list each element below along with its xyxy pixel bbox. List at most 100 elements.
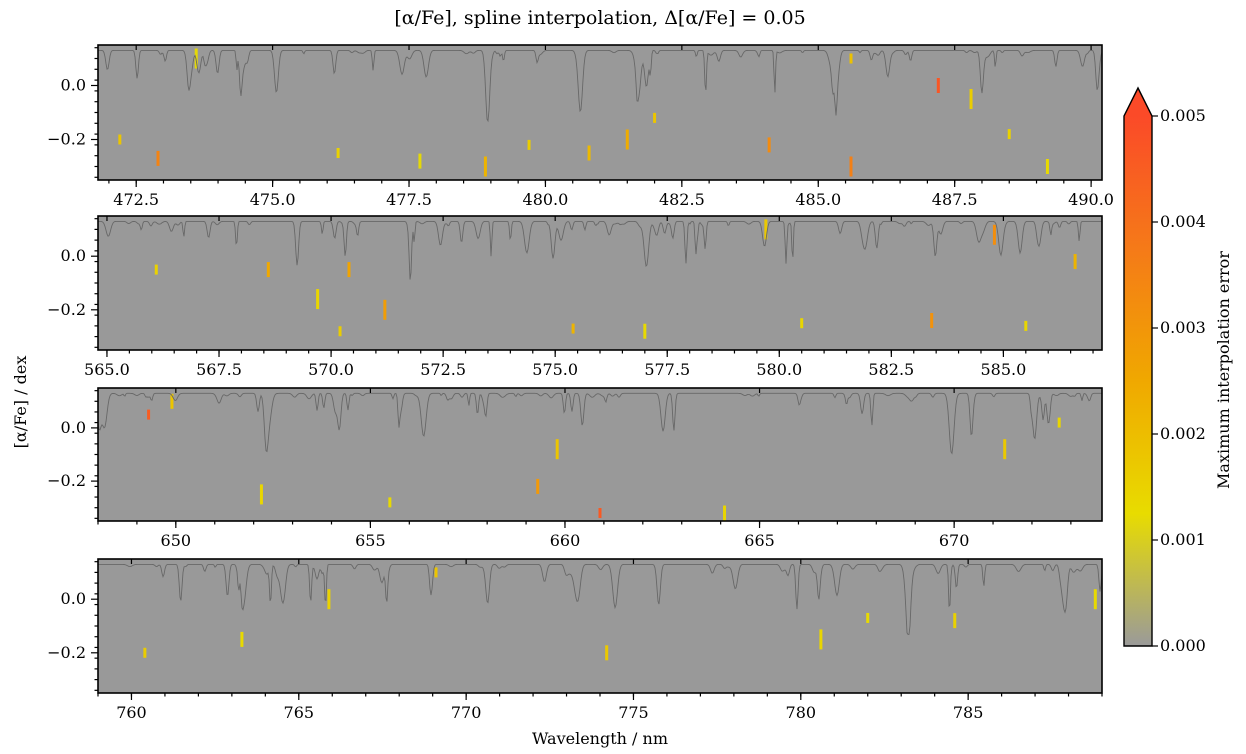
error-hotspot bbox=[347, 262, 351, 278]
error-hotspot bbox=[527, 139, 531, 150]
error-hotspot bbox=[969, 89, 973, 109]
x-tick-label: 480.0 bbox=[523, 190, 569, 209]
error-hotspot bbox=[170, 393, 174, 409]
colorbar-tick-label: 0.001 bbox=[1160, 530, 1206, 549]
y-axis-label: [α/Fe] / dex bbox=[11, 356, 30, 449]
error-hotspot bbox=[866, 612, 870, 623]
panel-4: 760 765 770 775 780 785 0.0 −0.2 bbox=[47, 558, 1103, 722]
error-hotspot bbox=[930, 313, 934, 329]
x-tick-label: 760 bbox=[116, 703, 147, 722]
panel-background bbox=[98, 216, 1102, 350]
x-axis-label: Wavelength / nm bbox=[532, 729, 668, 748]
error-hotspot bbox=[316, 289, 320, 310]
error-hotspot bbox=[653, 112, 657, 123]
error-hotspot bbox=[625, 129, 629, 150]
panel-background bbox=[98, 388, 1102, 521]
error-hotspot bbox=[849, 156, 853, 177]
panel-background bbox=[98, 559, 1102, 693]
colorbar-outline bbox=[1123, 86, 1153, 647]
error-hotspot bbox=[555, 439, 559, 460]
x-tick-label: 485.0 bbox=[795, 190, 841, 209]
error-hotspot bbox=[388, 497, 392, 508]
error-hotspot bbox=[1093, 589, 1097, 610]
error-hotspot bbox=[383, 299, 387, 320]
x-tick-label: 785 bbox=[953, 703, 984, 722]
x-tick-label: 475.0 bbox=[250, 190, 296, 209]
panel-1: 472.5 475.0 477.5 480.0 482.5 485.0 487.5 490.0… bbox=[47, 44, 1114, 209]
error-hotspot bbox=[605, 645, 609, 661]
colorbar-tick-label: 0.003 bbox=[1160, 318, 1206, 337]
spectrum-line bbox=[97, 392, 1102, 455]
error-hotspot bbox=[418, 153, 422, 169]
colorbar-tick-label: 0.000 bbox=[1160, 636, 1206, 655]
x-tick-label: 487.5 bbox=[932, 190, 978, 209]
x-tick-label: 775 bbox=[618, 703, 649, 722]
spectrum-line bbox=[98, 220, 1102, 280]
error-hotspot bbox=[536, 478, 540, 494]
error-hotspot bbox=[118, 134, 122, 145]
spectrum-line bbox=[98, 563, 1103, 635]
error-hotspot bbox=[571, 323, 575, 334]
x-tick-label: 582.5 bbox=[868, 360, 914, 379]
x-tick-label: 585.0 bbox=[980, 360, 1026, 379]
error-hotspot bbox=[767, 137, 771, 153]
colorbar: 0.000 0.001 0.002 0.003 0.004 0.005 bbox=[1123, 86, 1206, 655]
error-hotspot bbox=[849, 53, 853, 64]
error-hotspot bbox=[643, 323, 647, 339]
error-hotspot bbox=[1003, 439, 1007, 460]
x-tick-label: 570.0 bbox=[308, 360, 354, 379]
spectrum-line bbox=[98, 49, 1103, 123]
y-tick-label: −0.2 bbox=[47, 300, 86, 319]
chart-title: [α/Fe], spline interpolation, Δ[α/Fe] = … bbox=[394, 7, 805, 29]
colorbar-gradient bbox=[1124, 116, 1152, 646]
x-tick-label: 670 bbox=[939, 531, 970, 550]
error-hotspot bbox=[1073, 254, 1077, 270]
error-hotspot bbox=[992, 224, 996, 245]
error-hotspot bbox=[936, 78, 940, 93]
x-tick-label: 482.5 bbox=[659, 190, 705, 209]
x-tick-label: 770 bbox=[451, 703, 482, 722]
x-tick-label: 580.0 bbox=[756, 360, 802, 379]
panel-background bbox=[98, 45, 1102, 180]
x-tick-label: 765 bbox=[284, 703, 315, 722]
x-tick-label: 655 bbox=[355, 531, 386, 550]
colorbar-label: Maximum interpolation error bbox=[1214, 251, 1233, 489]
error-hotspot bbox=[587, 145, 591, 161]
error-hotspot bbox=[800, 318, 804, 329]
error-hotspot bbox=[147, 409, 151, 420]
x-tick-label: 477.5 bbox=[386, 190, 432, 209]
error-hotspot bbox=[819, 629, 823, 650]
colorbar-tick-label: 0.004 bbox=[1160, 212, 1206, 231]
x-tick-label: 650 bbox=[161, 531, 192, 550]
error-hotspot bbox=[338, 326, 342, 337]
panels: 472.5 475.0 477.5 480.0 482.5 485.0 487.5 490.0… bbox=[47, 44, 1114, 722]
error-hotspot bbox=[143, 647, 147, 658]
x-tick-label: 472.5 bbox=[113, 190, 159, 209]
y-tick-label: −0.2 bbox=[47, 130, 86, 149]
error-hotspot bbox=[598, 508, 602, 519]
x-tick-label: 565.0 bbox=[84, 360, 130, 379]
x-tick-label: 572.5 bbox=[420, 360, 466, 379]
error-hotspot bbox=[259, 484, 263, 505]
error-hotspot bbox=[240, 631, 244, 647]
error-hotspot bbox=[156, 150, 160, 166]
x-tick-label: 780 bbox=[786, 703, 817, 722]
error-hotspot bbox=[1007, 129, 1011, 140]
error-hotspot bbox=[1024, 320, 1028, 331]
y-tick-label: −0.2 bbox=[47, 471, 86, 490]
error-hotspot bbox=[327, 589, 331, 610]
x-tick-label: 660 bbox=[550, 531, 581, 550]
y-tick-label: 0.0 bbox=[61, 589, 86, 608]
y-tick-label: −0.2 bbox=[47, 643, 86, 662]
error-hotspot bbox=[336, 148, 340, 158]
error-hotspot bbox=[483, 156, 487, 177]
y-tick-label: 0.0 bbox=[61, 418, 86, 437]
x-tick-label: 577.5 bbox=[644, 360, 690, 379]
error-hotspot bbox=[953, 613, 957, 629]
colorbar-extend-arrow bbox=[1124, 88, 1152, 116]
error-hotspot bbox=[434, 567, 438, 578]
x-tick-label: 575.0 bbox=[532, 360, 578, 379]
x-tick-label: 567.5 bbox=[196, 360, 242, 379]
error-hotspot bbox=[723, 505, 727, 521]
